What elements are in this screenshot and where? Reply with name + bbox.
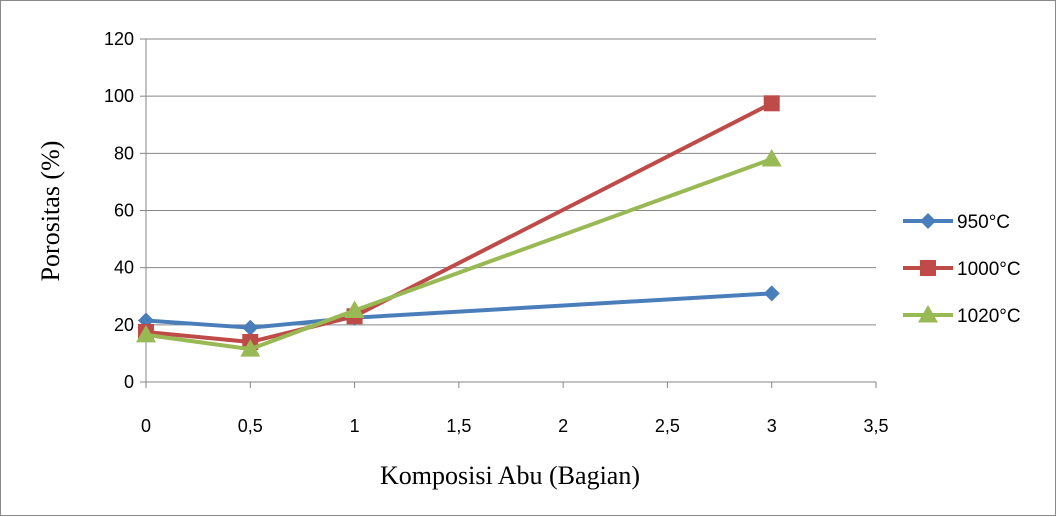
y-tick-label: 80 xyxy=(114,143,134,163)
x-tick-label: 0,5 xyxy=(238,416,263,436)
x-tick-label: 1,5 xyxy=(446,416,471,436)
gridlines xyxy=(146,38,876,326)
x-tick-label: 2,5 xyxy=(655,416,680,436)
legend-label: 1000°C xyxy=(957,259,1021,280)
x-tick-label: 0 xyxy=(141,416,151,436)
legend-label: 950°C xyxy=(957,212,1010,233)
series-line xyxy=(145,291,772,330)
legend-item-0: 950°C xyxy=(903,212,1010,233)
legend-marker xyxy=(920,260,936,276)
series-line xyxy=(145,157,773,352)
legend-item-1: 1000°C xyxy=(903,259,1021,280)
legend-label: 1020°C xyxy=(957,306,1021,327)
x-tick-label: 1 xyxy=(350,416,360,436)
legend-marker xyxy=(920,213,936,229)
data-point xyxy=(136,324,156,343)
y-tick-label: 60 xyxy=(114,201,134,221)
y-tick-label: 20 xyxy=(114,315,134,335)
series-0 xyxy=(138,285,780,336)
legend: 950°C 1000°C 1020°C xyxy=(903,212,1021,327)
data-point xyxy=(242,319,259,336)
data-point xyxy=(763,95,780,112)
data-point xyxy=(240,339,261,357)
x-tick-label: 3,5 xyxy=(863,416,888,436)
legend-item-2: 1020°C xyxy=(903,305,1021,327)
y-tick-label: 120 xyxy=(104,29,134,49)
x-tick-label: 2 xyxy=(558,416,568,436)
y-tick-label: 100 xyxy=(104,86,134,106)
series-2 xyxy=(136,149,782,357)
x-axis-title: Komposisi Abu (Bagian) xyxy=(380,461,640,490)
series-line xyxy=(145,101,773,344)
x-tick-labels: 0 0,5 1 1,5 2 2,5 3 3,5 xyxy=(141,416,889,436)
legend-marker xyxy=(918,305,938,323)
y-tick-label: 0 xyxy=(124,372,134,392)
data-point xyxy=(761,149,782,167)
data-point xyxy=(344,300,365,319)
x-tick-label: 3 xyxy=(767,416,777,436)
data-point xyxy=(763,285,780,302)
y-axis-title: Porositas (%) xyxy=(36,141,65,282)
y-tick-labels: 0 20 40 60 80 100 120 xyxy=(104,29,134,392)
series xyxy=(136,95,782,357)
y-tick-label: 40 xyxy=(114,258,134,278)
